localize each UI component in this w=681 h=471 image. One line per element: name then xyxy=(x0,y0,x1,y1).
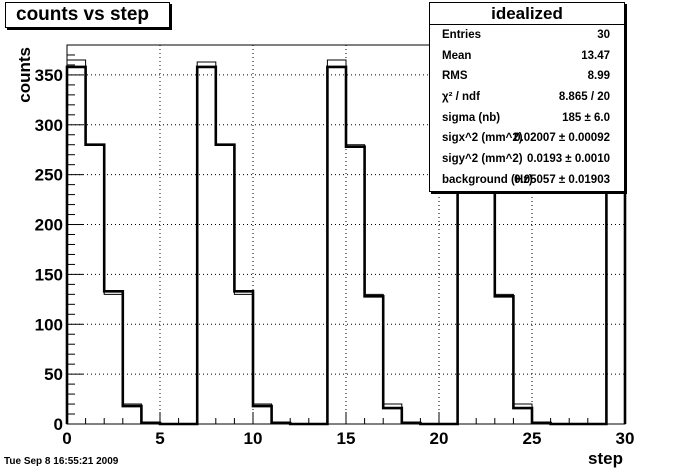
x-tick-label: 30 xyxy=(616,429,635,448)
x-tick-label: 15 xyxy=(337,429,356,448)
stats-row-entries: Entries 30 xyxy=(442,29,610,41)
stats-box: idealized Entries 30 Mean 13.47 RMS 8.99 χ²… xyxy=(429,2,625,192)
stats-row-rms: RMS 8.99 xyxy=(442,70,610,83)
y-tick-label: 350 xyxy=(35,66,63,85)
y-tick-label: 300 xyxy=(35,116,63,135)
x-tick-label: 20 xyxy=(430,429,449,448)
y-tick-label: 50 xyxy=(44,365,63,384)
fit-curve xyxy=(65,65,627,426)
chart-title: counts vs step xyxy=(5,2,170,28)
y-tick-label: 150 xyxy=(35,265,63,284)
stats-row-background: background (Hz) 0.05057 ± 0.01903 xyxy=(442,173,610,186)
stats-row-sigy2: sigy^2 (mm^2) 0.0193 ± 0.0010 xyxy=(442,153,610,166)
y-tick-label: 100 xyxy=(35,315,63,334)
y-tick-label: 0 xyxy=(54,415,63,434)
stats-row-mean: Mean 13.47 xyxy=(442,49,610,62)
stats-row-sigma: sigma (nb) 185 ± 6.0 xyxy=(442,111,610,124)
stats-row-sigx2: sigx^2 (mm^2) 0.02007 ± 0.00092 xyxy=(442,132,610,145)
y-tick-label: 250 xyxy=(35,166,63,185)
x-axis-label: step xyxy=(588,449,623,468)
y-tick-label: 200 xyxy=(35,216,63,235)
y-axis-label: counts xyxy=(15,47,34,103)
stats-box-title: idealized xyxy=(430,3,624,25)
stats-row-chi2-ndf: χ² / ndf 8.865 / 20 xyxy=(442,91,610,104)
x-tick-label: 25 xyxy=(523,429,542,448)
timestamp: Tue Sep 8 16:55:21 2009 xyxy=(4,456,119,467)
x-tick-label: 5 xyxy=(155,429,164,448)
x-tick-label: 10 xyxy=(244,429,263,448)
x-tick-label: 0 xyxy=(62,429,71,448)
